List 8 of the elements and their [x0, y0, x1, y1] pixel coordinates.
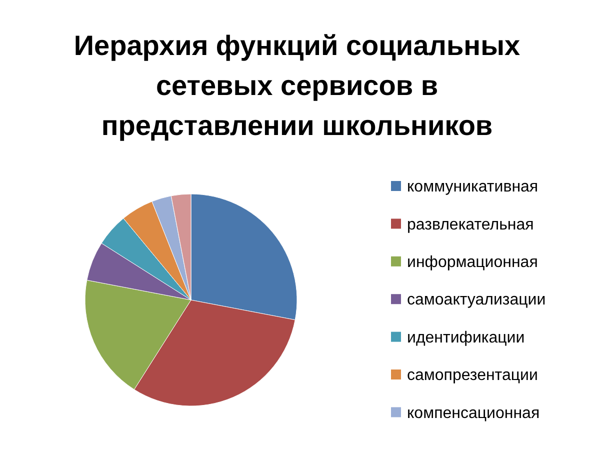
legend-label: информационная [407, 254, 538, 271]
chart-title: Иерархия функций социальных сетевых сервисов в представлении школьников [74, 30, 520, 141]
legend-label: самопрезентации [407, 367, 538, 384]
legend-label: развлекательная [407, 216, 534, 234]
legend-label: коммуникативная [407, 178, 538, 196]
legend-label: компенсационная [407, 404, 540, 422]
legend-label: самоактуализации [407, 292, 546, 309]
legend-label: идентификации [407, 329, 525, 346]
